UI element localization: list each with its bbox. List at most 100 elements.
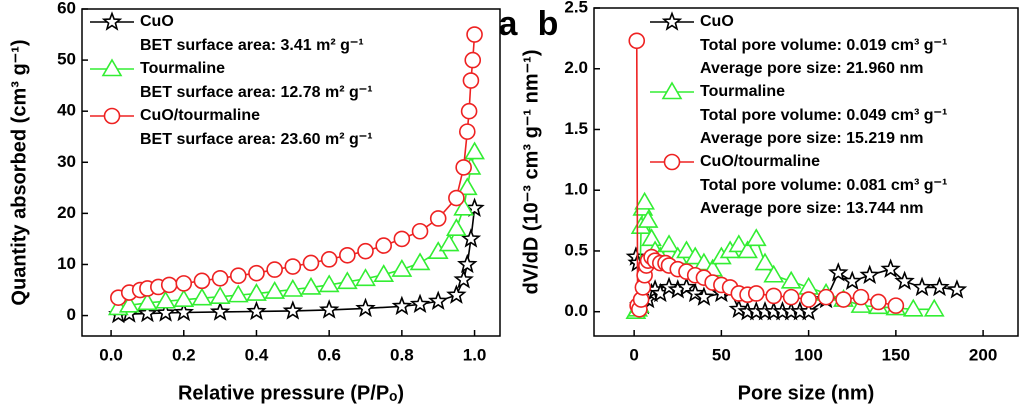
data-point [798,300,819,321]
data-point [693,286,715,306]
legend-note: Average pore size: 15.219 nm [700,130,924,147]
data-point [842,270,863,291]
legend-marker [663,153,681,171]
x-tick-label: 50 [712,345,731,364]
data-point [302,254,320,272]
data-point [923,298,945,317]
data-point [782,288,800,306]
data-point [191,287,213,306]
data-point [209,286,231,304]
data-point [411,222,429,240]
x-tick-label: 100 [794,345,822,364]
data-point [684,246,706,265]
data-point [754,252,776,271]
legend-marker [661,11,683,31]
y-tick-label: 0 [67,305,76,324]
data-point [946,279,968,299]
data-point [445,218,467,237]
data-point [870,293,887,311]
data-point [429,210,447,227]
data-point [357,242,374,260]
data-point [448,189,465,207]
plot-frame [81,8,501,337]
data-point [355,268,376,287]
panel-label: a [499,5,519,43]
x-tick-label: 0.2 [172,345,196,364]
data-point [336,271,358,290]
y-tick-label: 0.0 [564,301,588,320]
legend-label: Tourmaline [140,60,225,77]
x-axis-label: Pore size (nm) [738,382,875,404]
data-point [248,264,265,282]
data-point [637,209,659,228]
data-point [393,230,411,248]
y-tick-label: 1.0 [564,180,588,199]
x-tick-label: 0 [629,345,638,364]
data-point [318,274,340,293]
data-point [835,291,852,308]
x-tick-label: 0.0 [99,345,123,364]
y-tick-label: 10 [57,254,76,273]
y-tick-label: 2.0 [564,58,588,77]
data-point [282,278,304,297]
data-point [466,26,483,43]
data-point [880,258,901,278]
data-point [641,228,662,247]
data-point [462,72,480,89]
data-point [800,291,817,308]
legend-marker [103,107,121,125]
y-tick-label: 1.5 [564,119,588,138]
data-point [634,191,655,210]
data-point [887,297,905,314]
data-point [745,228,767,247]
legend-label: CuO [700,13,734,30]
data-point [765,287,783,305]
legend-marker [101,11,123,31]
data-point [229,267,247,285]
x-tick-label: 200 [969,345,997,364]
legend-note: Average pore size: 13.744 nm [700,200,924,217]
x-tick-label: 0.4 [245,345,269,364]
data-point [453,197,475,216]
data-point [817,288,835,306]
data-point [355,297,376,318]
data-point [684,282,706,303]
legend-label: CuO/tourmaline [700,153,820,170]
data-point [852,288,870,306]
data-point [676,240,697,259]
data-point [894,270,915,291]
data-point [391,258,413,277]
data-point [118,294,140,313]
legend-label: CuO/tourmaline [140,107,260,124]
data-point [375,237,392,254]
data-point [300,276,322,295]
y-tick-label: 30 [57,152,76,171]
data-point [859,264,880,284]
data-point [391,295,413,316]
legend-note: Total pore volume: 0.019 cm³ g⁻¹ [700,37,947,54]
legend-marker [661,81,683,100]
data-point [464,197,485,217]
data-point [747,285,765,302]
data-point [155,302,176,322]
data-point [155,290,176,309]
data-point [457,253,478,274]
legend-marker [101,58,123,77]
data-point [929,276,950,297]
y-tick-label: 40 [57,101,76,120]
y-tick-label: 0.5 [564,240,588,259]
x-tick-label: 1.0 [463,345,487,364]
data-point [284,258,302,275]
x-axis-label: Relative pressure (P/Pₒ) [178,382,404,404]
data-point [320,251,338,268]
data-point [455,159,472,176]
data-point [780,270,802,289]
data-point [438,233,460,252]
data-point [728,234,750,253]
data-point [456,177,478,196]
data-point [464,51,482,69]
data-point [458,123,476,140]
data-point [282,300,304,320]
data-point [209,301,231,321]
